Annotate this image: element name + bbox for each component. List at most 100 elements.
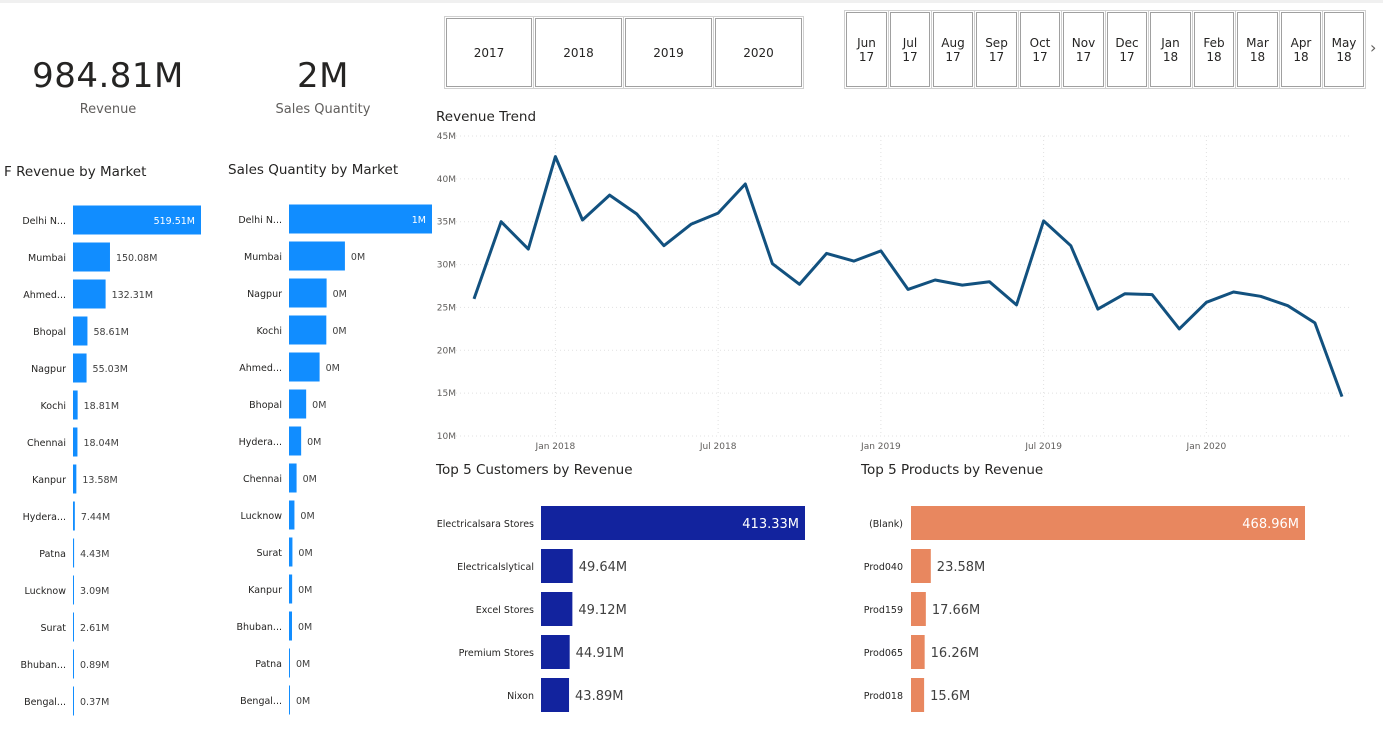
data-point[interactable] (904, 285, 912, 293)
bar[interactable] (73, 316, 88, 346)
bar[interactable] (911, 635, 925, 669)
data-point[interactable] (470, 295, 478, 303)
month-button[interactable]: Sep 17 (974, 10, 1019, 89)
data-point[interactable] (579, 216, 587, 224)
bar[interactable] (289, 241, 345, 271)
bar[interactable] (289, 574, 293, 604)
bar[interactable] (73, 538, 75, 568)
category-label: Patna (255, 659, 282, 670)
data-point[interactable] (768, 260, 776, 268)
y-tick-label: 35M (437, 218, 456, 228)
bar[interactable] (541, 678, 570, 712)
data-point[interactable] (714, 209, 722, 217)
bar[interactable] (73, 649, 74, 679)
bar[interactable] (73, 686, 74, 716)
data-point[interactable] (1284, 302, 1292, 310)
month-year: 17 (1032, 49, 1048, 64)
data-point[interactable] (660, 242, 668, 250)
category-label: (Blank) (869, 519, 903, 530)
bar[interactable] (73, 279, 106, 309)
data-point[interactable] (931, 276, 939, 284)
month-button[interactable]: Mar 18 (1235, 10, 1280, 89)
bar[interactable] (73, 242, 110, 272)
year-button-2020[interactable]: 2020 (713, 16, 804, 89)
year-button-2018[interactable]: 2018 (533, 16, 624, 89)
revenue-series-line[interactable] (472, 155, 1344, 398)
data-point[interactable] (823, 249, 831, 257)
data-point[interactable] (1257, 292, 1265, 300)
bar[interactable] (73, 575, 74, 605)
data-point[interactable] (1175, 325, 1183, 333)
data-point[interactable] (1121, 290, 1129, 298)
chevron-right-icon[interactable]: › (1370, 38, 1377, 57)
year-button-2017[interactable]: 2017 (444, 16, 534, 89)
bar[interactable] (73, 464, 77, 494)
bar[interactable] (289, 389, 307, 419)
bar[interactable] (541, 549, 573, 583)
data-point[interactable] (1040, 217, 1048, 225)
month-label: Feb (1203, 35, 1225, 50)
bar[interactable] (73, 427, 78, 457)
bar[interactable] (911, 506, 1305, 540)
data-point[interactable] (633, 210, 641, 218)
bar[interactable] (73, 353, 87, 383)
data-point[interactable] (796, 280, 804, 288)
data-point[interactable] (1338, 393, 1346, 401)
month-button[interactable]: Nov 17 (1061, 10, 1106, 89)
month-button[interactable]: Jan 18 (1148, 10, 1193, 89)
month-label: Aug (941, 35, 965, 50)
bar[interactable] (73, 205, 201, 235)
bar[interactable] (289, 204, 432, 234)
data-point[interactable] (958, 281, 966, 289)
bar[interactable] (911, 549, 931, 583)
data-point[interactable] (741, 180, 749, 188)
revenue-by-market-chart: Delhi N... 519.51M Mumbai 150.08M Ahmed... 13… (21, 205, 201, 716)
month-button[interactable]: Dec 17 (1105, 10, 1149, 89)
bar[interactable] (289, 611, 293, 641)
data-point[interactable] (1067, 242, 1075, 250)
data-point[interactable] (1202, 298, 1210, 306)
bar[interactable] (541, 635, 570, 669)
title-prefix: F (4, 164, 12, 180)
bar[interactable] (73, 612, 74, 642)
bar[interactable] (289, 463, 297, 493)
bar[interactable] (73, 501, 75, 531)
data-point[interactable] (1230, 288, 1238, 296)
data-point[interactable] (1311, 319, 1319, 327)
bar[interactable] (911, 678, 925, 712)
bar[interactable] (289, 315, 327, 345)
category-label: Hydera... (239, 437, 282, 448)
month-button[interactable]: Apr 18 (1279, 10, 1323, 89)
bar[interactable] (289, 648, 290, 678)
data-point[interactable] (606, 191, 614, 199)
bar[interactable] (73, 390, 78, 420)
month-button[interactable]: Feb 18 (1192, 10, 1236, 89)
bar[interactable] (289, 685, 290, 715)
data-point[interactable] (877, 247, 885, 255)
bar[interactable] (541, 592, 573, 626)
bar[interactable] (289, 500, 295, 530)
bar[interactable] (289, 537, 293, 567)
data-point[interactable] (551, 153, 559, 161)
data-point[interactable] (497, 218, 505, 226)
data-point[interactable] (524, 245, 532, 253)
data-point[interactable] (687, 220, 695, 228)
month-button[interactable]: Jun 17 (844, 10, 889, 89)
bar[interactable] (289, 426, 302, 456)
data-label: 0M (296, 659, 310, 670)
bar[interactable] (289, 278, 327, 308)
month-button[interactable]: May 18 (1322, 10, 1366, 89)
data-point[interactable] (1013, 301, 1021, 309)
bar[interactable] (541, 506, 805, 540)
bar[interactable] (911, 592, 926, 626)
data-point[interactable] (1148, 291, 1156, 299)
month-button[interactable]: Oct 17 (1018, 10, 1062, 89)
bar[interactable] (289, 352, 320, 382)
data-point[interactable] (850, 257, 858, 265)
data-label: 2.61M (80, 623, 109, 634)
year-button-2019[interactable]: 2019 (623, 16, 714, 89)
month-button[interactable]: Aug 17 (931, 10, 975, 89)
data-point[interactable] (985, 278, 993, 286)
data-point[interactable] (1094, 305, 1102, 313)
month-button[interactable]: Jul 17 (888, 10, 932, 89)
